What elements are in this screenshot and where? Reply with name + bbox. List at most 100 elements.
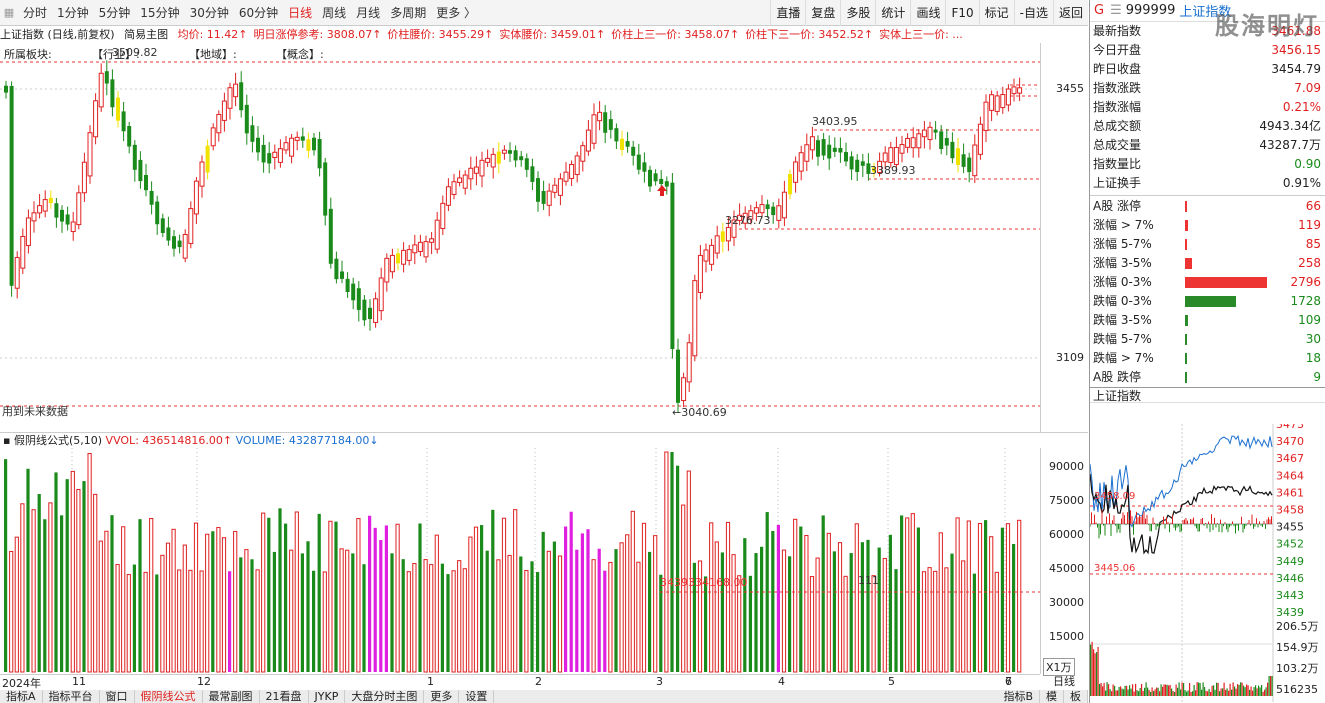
mini-volume-bar xyxy=(1207,691,1209,696)
volume-bar xyxy=(356,518,361,673)
volume-bar xyxy=(882,557,887,673)
candle-body xyxy=(121,111,126,132)
grid-icon[interactable]: ▦ xyxy=(3,6,15,19)
volume-bar xyxy=(334,521,338,672)
volume-bar xyxy=(877,547,881,672)
period-tab[interactable]: 多周期 xyxy=(390,5,427,20)
quote-row: 昨日收盘 3454.79 xyxy=(1090,60,1325,79)
bottom-tab[interactable]: 21看盘 xyxy=(260,690,309,703)
candle-body xyxy=(771,206,776,216)
period-tab[interactable]: 日线 xyxy=(288,5,313,20)
toolbar-button[interactable]: 统计 xyxy=(875,0,910,26)
indicator-info-bar: 上证指数 (日线,前复权) 简易主图 均价: 11.42↑ 明日涨停参考: 380… xyxy=(0,26,1040,43)
stock-name[interactable]: 上证指数 xyxy=(1179,5,1232,20)
volume-bar xyxy=(938,532,943,673)
candle-body xyxy=(692,280,698,357)
g-icon[interactable]: G xyxy=(1094,3,1105,18)
mini-volume-bar xyxy=(1241,682,1243,696)
volume-bar xyxy=(221,537,227,673)
volume-bar xyxy=(905,517,910,673)
volume-bar xyxy=(927,567,932,673)
mini-volume-bar xyxy=(1226,688,1228,696)
candle-body xyxy=(827,144,832,159)
period-tab[interactable]: 分时 xyxy=(23,5,48,20)
bottom-tab[interactable]: 指标A xyxy=(0,690,43,703)
toolbar-button[interactable]: 标记 xyxy=(978,0,1014,26)
candle-body xyxy=(591,114,597,144)
volume-bar xyxy=(155,574,159,672)
candle-body xyxy=(182,234,188,259)
volume-bar xyxy=(597,548,601,672)
bottom-tab[interactable]: 窗口 xyxy=(100,690,135,703)
volume-bar xyxy=(98,540,103,673)
period-tab[interactable]: 周线 xyxy=(322,5,347,20)
price-annotation: 3403.95 xyxy=(812,115,858,128)
volume-bar xyxy=(368,515,372,672)
sector-industry[interactable]: 【行业】: xyxy=(92,48,140,61)
mini-volume-bar xyxy=(1163,684,1165,696)
kline-chart[interactable]: 3509.82 3403.95 3389.93 3276.73 ←3040.69 用到未来… xyxy=(0,0,1040,690)
volume-bar xyxy=(781,549,787,673)
period-tab[interactable]: 1分钟 xyxy=(57,5,89,20)
mini-volume-bar xyxy=(1219,691,1221,696)
menu-icon[interactable]: ☰ xyxy=(1110,3,1122,18)
bottom-tab-right[interactable]: 板 xyxy=(1064,690,1088,703)
period-tab[interactable]: 5分钟 xyxy=(98,5,131,20)
volume-bar xyxy=(686,470,691,673)
bottom-tab[interactable]: 假阴线公式 xyxy=(135,690,203,703)
quote-value: 0.90 xyxy=(1294,157,1321,171)
period-label[interactable]: 日线 xyxy=(1053,675,1075,688)
bottom-tab-right[interactable]: 模 xyxy=(1040,690,1064,703)
sector-concept[interactable]: 【概念】: xyxy=(276,48,324,61)
toolbar-button[interactable]: 画线 xyxy=(910,0,945,26)
period-tab[interactable]: 更多 〉 xyxy=(436,5,477,20)
candle-body xyxy=(972,144,978,177)
intraday-mini-chart[interactable]: 3458.09 3445.06 3473 3470 3467 3464 3461 3458 34… xyxy=(1090,424,1325,702)
bottom-tab-right[interactable]: 指标B xyxy=(997,690,1040,703)
volume-bar xyxy=(26,468,30,672)
mini-volume-bar xyxy=(1106,682,1108,696)
mini-volume-tick: 206.5万 xyxy=(1276,620,1319,633)
toolbar-button[interactable]: -自选 xyxy=(1013,0,1053,26)
mini-volume-bar xyxy=(1205,690,1207,696)
volume-bar xyxy=(977,523,983,673)
sector-region[interactable]: 【地域】: xyxy=(189,48,237,61)
bottom-tab[interactable]: 更多 xyxy=(424,690,460,703)
period-tab[interactable]: 月线 xyxy=(356,5,381,20)
bottom-tab[interactable]: 设置 xyxy=(459,690,495,703)
indicator-value: 价柱下三一价: 3452.52↑ xyxy=(745,28,874,41)
bottom-tab[interactable]: JYKP xyxy=(309,690,346,703)
toolbar-button[interactable]: 复盘 xyxy=(805,0,840,26)
toolbar-button[interactable]: F10 xyxy=(945,0,978,26)
toolbar-button[interactable]: 直播 xyxy=(770,0,805,26)
breadth-count: 258 xyxy=(1298,256,1321,270)
chart-title: 上证指数 (日线,前复权) xyxy=(0,28,115,41)
period-tab[interactable]: 30分钟 xyxy=(189,5,229,20)
volume-tick: 15000 xyxy=(1049,630,1084,643)
period-tab[interactable]: 15分钟 xyxy=(140,5,180,20)
quote-row: 总成交量 43287.7万 xyxy=(1090,136,1325,155)
volume-formula-name[interactable]: 假阴线公式(5,10) xyxy=(13,434,103,447)
mini-volume-bar xyxy=(1100,683,1102,696)
volume-bar xyxy=(278,508,282,672)
volume-bar xyxy=(423,559,428,673)
volume-bar xyxy=(944,567,949,673)
mini-volume-bar xyxy=(1174,691,1176,696)
mini-volume-bar xyxy=(1270,676,1272,696)
period-tab[interactable]: 60分钟 xyxy=(238,5,279,20)
mini-volume-bar xyxy=(1247,685,1249,696)
chart-mode[interactable]: 简易主图 xyxy=(124,28,169,41)
volume-bar xyxy=(165,542,171,673)
breadth-count: 119 xyxy=(1298,218,1321,232)
bottom-tab[interactable]: 最常副图 xyxy=(203,690,260,703)
candle-body xyxy=(473,166,479,174)
toolbar-button[interactable]: 返回 xyxy=(1052,0,1088,26)
bottom-tab[interactable]: 大盘分时主图 xyxy=(345,690,425,703)
candle-body xyxy=(37,205,43,214)
candle-body xyxy=(306,139,311,151)
toolbar-button[interactable]: 多股 xyxy=(840,0,875,26)
bottom-tab[interactable]: 指标平台 xyxy=(43,690,100,703)
bottom-tab-bar: 指标A 指标平台 窗口 假阴线公式 最常副图 21看盘 JYKP 大盘分时主图 更多 设置 指标B 模… xyxy=(0,690,1088,703)
candle-body xyxy=(149,190,154,205)
volume-bar xyxy=(149,518,154,673)
